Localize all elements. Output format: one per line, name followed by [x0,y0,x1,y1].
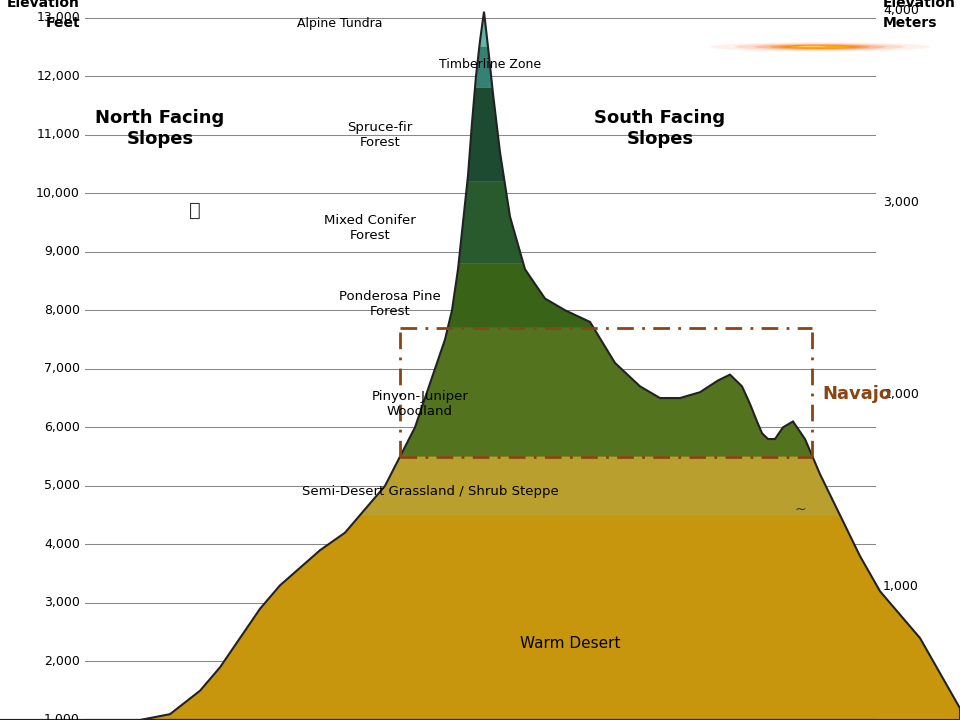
Text: 2,000: 2,000 [44,655,80,668]
Text: 1,000: 1,000 [883,580,919,593]
Polygon shape [360,456,840,515]
Text: Ponderosa Pine
Forest: Ponderosa Pine Forest [339,290,441,318]
Ellipse shape [770,45,870,49]
Text: 8,000: 8,000 [44,304,80,317]
Polygon shape [459,181,523,264]
Text: Timberline Zone: Timberline Zone [439,58,541,71]
Text: 9,000: 9,000 [44,246,80,258]
Ellipse shape [735,43,905,50]
Text: 6,000: 6,000 [44,420,80,434]
Ellipse shape [755,44,885,50]
Ellipse shape [780,45,860,48]
Text: Meters: Meters [883,17,938,30]
Text: 7,000: 7,000 [44,362,80,375]
Text: 3,000: 3,000 [883,196,919,209]
Text: North Facing
Slopes: North Facing Slopes [95,109,225,148]
Ellipse shape [710,42,930,52]
Text: 10,000: 10,000 [36,186,80,199]
Ellipse shape [798,46,826,47]
Text: 5,000: 5,000 [44,480,80,492]
Text: Elevation: Elevation [7,0,80,10]
Polygon shape [400,328,812,456]
Text: Feet: Feet [45,17,80,30]
Text: Spruce-fir
Forest: Spruce-fir Forest [348,121,413,148]
Text: 13,000: 13,000 [36,11,80,24]
Text: South Facing
Slopes: South Facing Slopes [594,109,726,148]
Text: Navajo: Navajo [822,385,891,403]
Ellipse shape [787,45,852,48]
Text: 🦅: 🦅 [189,201,201,220]
Polygon shape [475,47,492,88]
Text: Semi-Desert Grassland / Shrub Steppe: Semi-Desert Grassland / Shrub Steppe [301,485,559,498]
Text: Mixed Conifer
Forest: Mixed Conifer Forest [324,215,416,243]
Text: Pinyon-Juniper
Woodland: Pinyon-Juniper Woodland [372,390,468,418]
Polygon shape [468,88,504,181]
Text: 4,000: 4,000 [883,4,919,17]
Text: 12,000: 12,000 [36,70,80,83]
Polygon shape [140,515,960,720]
Text: 11,000: 11,000 [36,128,80,141]
Polygon shape [480,12,488,47]
Text: 1,000: 1,000 [44,714,80,720]
Polygon shape [0,12,960,720]
Text: 2,000: 2,000 [883,388,919,401]
Text: Warm Desert: Warm Desert [519,636,620,652]
Text: Elevation: Elevation [883,0,956,10]
Text: 4,000: 4,000 [44,538,80,551]
Ellipse shape [790,45,850,48]
Text: ~: ~ [794,503,805,516]
Text: Alpine Tundra: Alpine Tundra [298,17,383,30]
Text: 3,000: 3,000 [44,596,80,609]
Polygon shape [448,264,593,328]
